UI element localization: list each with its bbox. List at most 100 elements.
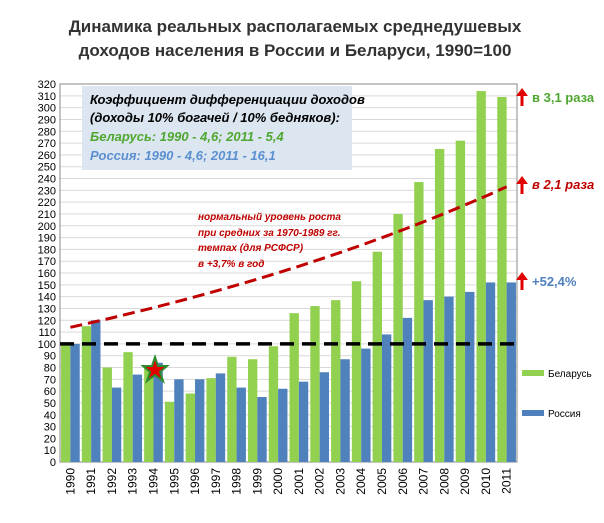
note-text: Беларусь: 1990 - 4,6; 2011 - 5,4 [90, 129, 284, 144]
bar [227, 356, 237, 462]
y-tick-label: 0 [50, 457, 56, 469]
bar [393, 213, 403, 462]
legend-swatch [522, 370, 544, 376]
x-tick-label: 2001 [292, 468, 306, 495]
y-tick-label: 220 [38, 197, 56, 209]
y-tick-label: 10 [44, 445, 56, 457]
bar [144, 367, 154, 462]
x-tick-label: 1997 [209, 468, 223, 495]
x-tick-label: 2004 [354, 468, 368, 495]
bar [485, 282, 496, 462]
x-tick-label: 2008 [437, 468, 451, 495]
x-tick-label: 1990 [63, 468, 77, 495]
bar [289, 313, 299, 462]
bar [185, 393, 196, 462]
bar [465, 291, 475, 462]
y-tick-label: 260 [38, 150, 56, 162]
bar [423, 300, 433, 462]
bar [310, 306, 320, 462]
y-tick-label: 40 [44, 410, 56, 422]
bar [206, 378, 216, 462]
chart-title: Динамика реальных располагаемых среднеду… [69, 17, 522, 36]
note-text: Россия: 1990 - 4,6; 2011 - 16,1 [90, 148, 276, 163]
bar [61, 343, 71, 462]
legend-label: Россия [548, 409, 581, 420]
y-tick-label: 250 [38, 162, 56, 174]
bar [215, 373, 226, 462]
y-tick-label: 100 [38, 339, 56, 351]
bar [111, 387, 122, 462]
x-tick-label: 1992 [105, 468, 119, 495]
x-tick-label: 1993 [126, 468, 140, 495]
note-box [82, 86, 352, 170]
y-tick-label: 180 [38, 244, 56, 256]
bar [174, 379, 184, 462]
x-tick-label: 1995 [167, 468, 181, 495]
bar [268, 346, 279, 462]
bar [476, 91, 486, 463]
y-tick-label: 150 [38, 280, 56, 292]
bar [497, 96, 507, 463]
x-tick-label: 1998 [230, 468, 244, 495]
bar [372, 251, 382, 462]
bar [195, 379, 205, 462]
legend-swatch [522, 410, 544, 416]
bar [132, 374, 143, 462]
bar [164, 401, 175, 462]
bar [81, 326, 92, 462]
bar [402, 317, 413, 462]
x-tick-label: 1994 [146, 468, 160, 495]
x-tick-label: 2010 [479, 468, 493, 495]
trend-note: нормальный уровень роста [198, 212, 341, 223]
trend-note: в +3,7% в год [198, 259, 264, 270]
note-text: (доходы 10% богачей / 10% бедняков): [90, 110, 340, 125]
y-tick-label: 120 [38, 315, 56, 327]
y-tick-label: 170 [38, 256, 56, 268]
x-tick-label: 1999 [250, 468, 264, 495]
bar [361, 348, 371, 462]
y-tick-label: 280 [38, 126, 56, 138]
bar [70, 343, 80, 462]
arrows [516, 88, 528, 290]
bar [506, 282, 516, 462]
y-tick-label: 310 [38, 91, 56, 103]
y-tick-label: 70 [44, 374, 56, 386]
bar [331, 300, 341, 462]
y-tick-label: 80 [44, 363, 56, 375]
trend-note: при средних за 1970-1989 гг. [198, 228, 341, 239]
y-tick-label: 50 [44, 398, 56, 410]
x-tick-label: 2009 [458, 468, 472, 495]
y-tick-label: 160 [38, 268, 56, 280]
chart-subtitle: доходов населения в России и Беларуси, 1… [79, 41, 512, 60]
x-tick-label: 2007 [417, 468, 431, 495]
bar [257, 397, 267, 462]
bar [434, 148, 445, 462]
note-text: Коэффициент дифференциации доходов [90, 92, 365, 107]
y-tick-label: 240 [38, 174, 56, 186]
bar [444, 296, 454, 462]
bar [278, 388, 288, 462]
bar [236, 387, 246, 462]
x-tick-label: 2011 [500, 468, 514, 494]
legend-label: Беларусь [548, 369, 592, 380]
y-tick-label: 110 [38, 327, 56, 339]
x-tick-label: 2002 [313, 468, 327, 495]
y-tick-label: 300 [38, 103, 56, 115]
bar [91, 320, 101, 462]
x-tick-label: 1991 [84, 468, 98, 495]
bar [298, 381, 309, 462]
y-tick-label: 60 [44, 386, 56, 398]
right-note: +52,4% [532, 274, 577, 289]
y-tick-label: 270 [38, 138, 56, 150]
bar [414, 182, 424, 462]
x-tick-label: 1996 [188, 468, 202, 495]
bar [340, 359, 350, 462]
trend-line [70, 185, 508, 329]
plot-frame [59, 83, 518, 463]
bar [455, 140, 466, 462]
x-tick-label: 2003 [333, 468, 347, 495]
x-tick-label: 2005 [375, 468, 389, 495]
y-tick-label: 320 [38, 79, 56, 91]
star-marker [140, 353, 170, 384]
